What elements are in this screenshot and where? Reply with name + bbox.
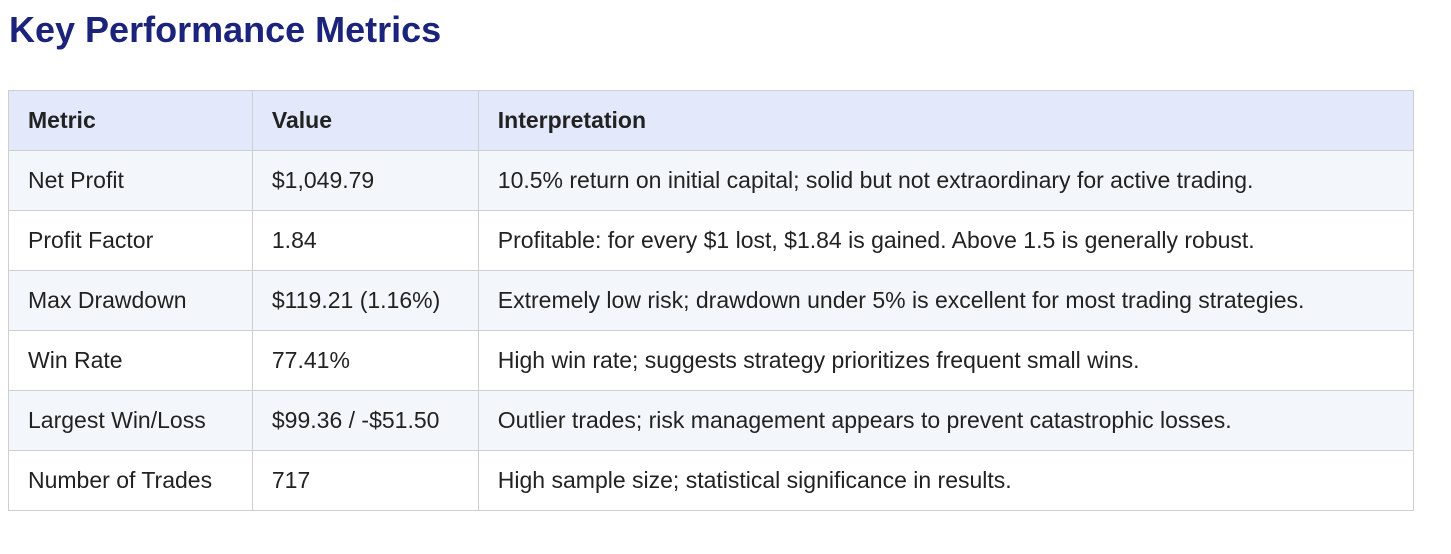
table-row: Largest Win/Loss $99.36 / -$51.50 Outlie…: [8, 390, 1415, 451]
metrics-table: Metric Value Interpretation Net Profit $…: [8, 90, 1415, 511]
cell-metric: Largest Win/Loss: [8, 390, 253, 451]
cell-metric: Win Rate: [8, 330, 253, 391]
cell-interpretation: 10.5% return on initial capital; solid b…: [477, 150, 1415, 211]
column-header-interpretation: Interpretation: [477, 90, 1415, 151]
cell-interpretation: Extremely low risk; drawdown under 5% is…: [477, 270, 1415, 331]
cell-value: $119.21 (1.16%): [251, 270, 479, 331]
column-header-value: Value: [251, 90, 479, 151]
column-header-metric: Metric: [8, 90, 253, 151]
table-row: Profit Factor 1.84 Profitable: for every…: [8, 210, 1415, 271]
cell-interpretation: Outlier trades; risk management appears …: [477, 390, 1415, 451]
cell-metric: Profit Factor: [8, 210, 253, 271]
cell-interpretation: High sample size; statistical significan…: [477, 450, 1415, 511]
cell-interpretation: High win rate; suggests strategy priorit…: [477, 330, 1415, 391]
cell-value: 1.84: [251, 210, 479, 271]
cell-value: 77.41%: [251, 330, 479, 391]
table-header-row: Metric Value Interpretation: [8, 90, 1415, 151]
table-row: Win Rate 77.41% High win rate; suggests …: [8, 330, 1415, 391]
cell-metric: Net Profit: [8, 150, 253, 211]
cell-value: 717: [251, 450, 479, 511]
table-row: Max Drawdown $119.21 (1.16%) Extremely l…: [8, 270, 1415, 331]
table-row: Number of Trades 717 High sample size; s…: [8, 450, 1415, 511]
table-row: Net Profit $1,049.79 10.5% return on ini…: [8, 150, 1415, 211]
cell-metric: Number of Trades: [8, 450, 253, 511]
cell-value: $1,049.79: [251, 150, 479, 211]
cell-interpretation: Profitable: for every $1 lost, $1.84 is …: [477, 210, 1415, 271]
cell-metric: Max Drawdown: [8, 270, 253, 331]
cell-value: $99.36 / -$51.50: [251, 390, 479, 451]
page-title: Key Performance Metrics: [9, 9, 442, 50]
